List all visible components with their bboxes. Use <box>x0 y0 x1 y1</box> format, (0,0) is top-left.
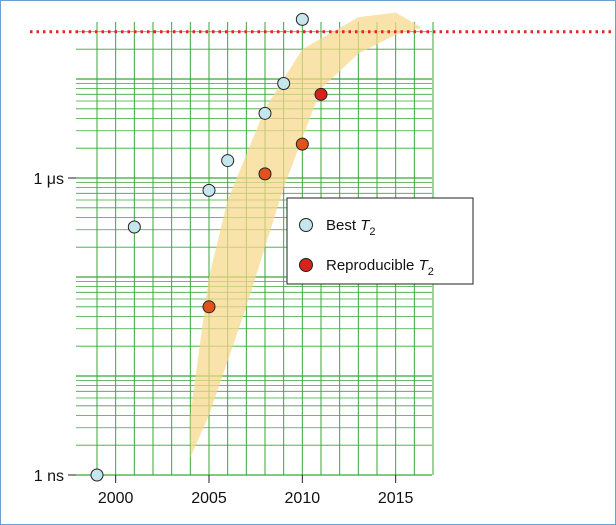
legend-swatch-best <box>299 218 313 232</box>
x-axis-ticks: 2000 2005 2010 2015 <box>98 475 414 507</box>
point-best <box>127 220 141 234</box>
x-tick-label: 2010 <box>285 490 321 507</box>
x-tick-label: 2000 <box>98 490 134 507</box>
point-reproducible <box>202 300 216 314</box>
point-reproducible <box>295 137 309 151</box>
point-best <box>295 12 309 26</box>
point-best <box>202 183 216 197</box>
point-best <box>221 154 235 168</box>
legend: Best T2 Reproducible T2 <box>286 197 474 285</box>
point-reproducible <box>314 87 328 101</box>
legend-label-reproducible: Reproducible T2 <box>326 257 434 278</box>
point-best <box>90 468 104 482</box>
legend-label-best: Best T2 <box>326 217 375 238</box>
legend-swatch-reproducible <box>299 258 313 272</box>
y-tick-label: 1 μs <box>33 171 64 188</box>
x-tick-label: 2015 <box>378 490 414 507</box>
y-axis-ticks: 1 ns 1 μs <box>33 171 76 485</box>
x-tick-label: 2005 <box>191 490 227 507</box>
point-best <box>277 77 291 91</box>
data-points <box>90 12 328 482</box>
legend-box <box>286 197 474 285</box>
point-best <box>258 106 272 120</box>
trend-band <box>190 12 422 458</box>
point-reproducible <box>258 167 272 181</box>
y-tick-label: 1 ns <box>34 468 64 485</box>
